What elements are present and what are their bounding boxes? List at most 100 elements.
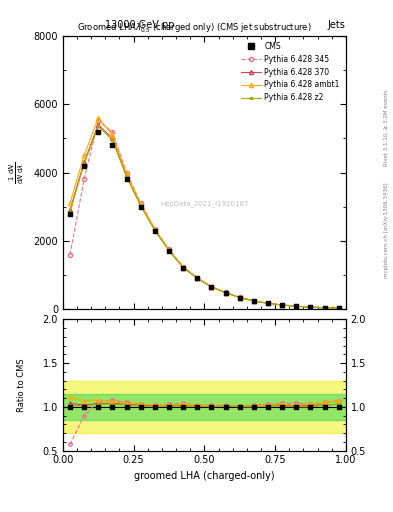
Pythia 6.428 z2 bbox=[195, 275, 200, 282]
Point bbox=[81, 403, 87, 411]
Line: Pythia 6.428 345: Pythia 6.428 345 bbox=[68, 119, 341, 310]
Pythia 6.428 ambt1 bbox=[336, 305, 341, 311]
Pythia 6.428 ambt1 bbox=[223, 289, 228, 295]
CMS bbox=[321, 304, 328, 312]
CMS bbox=[237, 293, 243, 302]
Pythia 6.428 ambt1 bbox=[181, 264, 185, 270]
Point bbox=[237, 403, 243, 411]
Pythia 6.428 370 bbox=[152, 227, 157, 233]
Pythia 6.428 345 bbox=[68, 251, 72, 258]
Point bbox=[166, 403, 172, 411]
Pythia 6.428 z2 bbox=[252, 298, 256, 304]
Pythia 6.428 370 bbox=[322, 305, 327, 311]
Y-axis label: Ratio to CMS: Ratio to CMS bbox=[17, 358, 26, 412]
Pythia 6.428 ambt1 bbox=[82, 153, 86, 159]
Point bbox=[138, 403, 144, 411]
X-axis label: groomed LHA (charged-only): groomed LHA (charged-only) bbox=[134, 471, 275, 481]
Y-axis label: $\frac{1}{\mathrm{d}N}\frac{\mathrm{d}N}{\mathrm{d}\lambda}$: $\frac{1}{\mathrm{d}N}\frac{\mathrm{d}N}… bbox=[8, 161, 26, 184]
Pythia 6.428 ambt1 bbox=[322, 305, 327, 311]
Pythia 6.428 370 bbox=[294, 303, 299, 309]
Pythia 6.428 ambt1 bbox=[138, 201, 143, 207]
Pythia 6.428 z2 bbox=[152, 227, 157, 233]
Pythia 6.428 z2 bbox=[167, 248, 171, 254]
CMS bbox=[279, 301, 285, 309]
Text: Jets: Jets bbox=[328, 20, 346, 31]
Pythia 6.428 345 bbox=[167, 246, 171, 252]
Point bbox=[208, 403, 215, 411]
Point bbox=[293, 403, 299, 411]
Pythia 6.428 z2 bbox=[336, 305, 341, 311]
Legend: CMS, Pythia 6.428 345, Pythia 6.428 370, Pythia 6.428 ambt1, Pythia 6.428 z2: CMS, Pythia 6.428 345, Pythia 6.428 370,… bbox=[239, 39, 342, 104]
CMS bbox=[138, 203, 144, 211]
CMS bbox=[67, 209, 73, 218]
Pythia 6.428 ambt1 bbox=[237, 294, 242, 301]
Point bbox=[336, 403, 342, 411]
CMS bbox=[293, 302, 299, 310]
CMS bbox=[123, 175, 130, 183]
Pythia 6.428 z2 bbox=[280, 302, 285, 308]
Point bbox=[222, 403, 229, 411]
Pythia 6.428 370 bbox=[237, 294, 242, 301]
Pythia 6.428 370 bbox=[280, 302, 285, 308]
Pythia 6.428 ambt1 bbox=[266, 300, 270, 306]
Text: Groomed LHA$\lambda^{1}_{0.5}$ (charged only) (CMS jet substructure): Groomed LHA$\lambda^{1}_{0.5}$ (charged … bbox=[77, 20, 312, 35]
Point bbox=[265, 403, 271, 411]
Pythia 6.428 ambt1 bbox=[68, 200, 72, 206]
Pythia 6.428 ambt1 bbox=[280, 302, 285, 308]
Pythia 6.428 345 bbox=[294, 303, 299, 309]
Pythia 6.428 345 bbox=[181, 264, 185, 270]
Line: Pythia 6.428 ambt1: Pythia 6.428 ambt1 bbox=[68, 116, 341, 310]
Pythia 6.428 ambt1 bbox=[252, 298, 256, 304]
Pythia 6.428 z2 bbox=[138, 203, 143, 209]
Point bbox=[321, 403, 328, 411]
Pythia 6.428 345 bbox=[252, 298, 256, 304]
Point bbox=[279, 403, 285, 411]
CMS bbox=[166, 247, 172, 255]
Text: mcplots.cern.ch [arXiv:1306.3436]: mcplots.cern.ch [arXiv:1306.3436] bbox=[384, 183, 389, 278]
Pythia 6.428 z2 bbox=[82, 161, 86, 167]
Pythia 6.428 370 bbox=[138, 202, 143, 208]
CMS bbox=[265, 300, 271, 308]
Pythia 6.428 ambt1 bbox=[124, 171, 129, 177]
CMS bbox=[180, 264, 186, 272]
Line: Pythia 6.428 z2: Pythia 6.428 z2 bbox=[68, 124, 341, 310]
Text: HepData_2021_I1920187: HepData_2021_I1920187 bbox=[160, 200, 249, 207]
Pythia 6.428 345 bbox=[82, 176, 86, 182]
Pythia 6.428 370 bbox=[209, 284, 214, 290]
Pythia 6.428 z2 bbox=[124, 174, 129, 180]
Pythia 6.428 370 bbox=[82, 159, 86, 165]
Pythia 6.428 345 bbox=[195, 275, 200, 281]
Point bbox=[251, 403, 257, 411]
CMS bbox=[222, 289, 229, 297]
Pythia 6.428 z2 bbox=[322, 305, 327, 311]
Point bbox=[67, 403, 73, 411]
Point bbox=[180, 403, 186, 411]
Pythia 6.428 345 bbox=[223, 289, 228, 295]
Pythia 6.428 ambt1 bbox=[195, 275, 200, 281]
Pythia 6.428 ambt1 bbox=[294, 303, 299, 309]
Line: Pythia 6.428 370: Pythia 6.428 370 bbox=[68, 122, 341, 310]
Pythia 6.428 345 bbox=[96, 118, 101, 124]
Pythia 6.428 345 bbox=[322, 305, 327, 311]
CMS bbox=[307, 303, 314, 311]
CMS bbox=[152, 226, 158, 234]
CMS bbox=[95, 127, 101, 136]
Pythia 6.428 z2 bbox=[237, 294, 242, 301]
CMS bbox=[81, 162, 87, 170]
Pythia 6.428 345 bbox=[152, 226, 157, 232]
Pythia 6.428 z2 bbox=[266, 301, 270, 307]
Pythia 6.428 z2 bbox=[96, 123, 101, 130]
Pythia 6.428 370 bbox=[181, 265, 185, 271]
Pythia 6.428 ambt1 bbox=[308, 304, 313, 310]
CMS bbox=[336, 304, 342, 312]
Pythia 6.428 370 bbox=[308, 304, 313, 310]
Pythia 6.428 345 bbox=[308, 304, 313, 310]
Pythia 6.428 z2 bbox=[181, 265, 185, 271]
Point bbox=[109, 403, 116, 411]
Pythia 6.428 z2 bbox=[308, 304, 313, 310]
CMS bbox=[194, 274, 200, 283]
Pythia 6.428 345 bbox=[266, 300, 270, 306]
Pythia 6.428 370 bbox=[124, 173, 129, 179]
Pythia 6.428 345 bbox=[280, 302, 285, 308]
Pythia 6.428 370 bbox=[266, 300, 270, 306]
